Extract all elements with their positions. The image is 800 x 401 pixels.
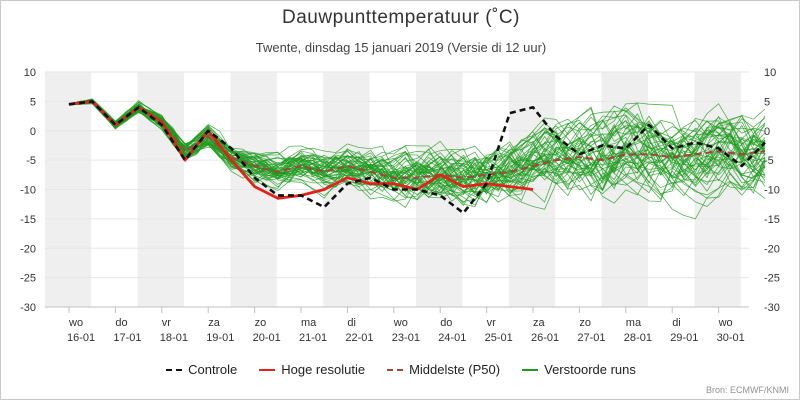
ensemble-run-line xyxy=(68,101,766,178)
x-tick-date: 30-01 xyxy=(717,332,745,344)
ensemble-run-line xyxy=(68,100,766,189)
credits-text[interactable]: Bron: ECMWF/KNMI xyxy=(705,385,789,395)
x-tick-day: ma xyxy=(301,317,317,329)
y-tick-label-right: -25 xyxy=(764,273,780,285)
legend-label-hoge-resolutie: Hoge resolutie xyxy=(281,362,366,377)
x-tick-date: 19-01 xyxy=(206,332,234,344)
legend-swatch-hoge-resolutie xyxy=(259,368,276,371)
x-tick-day: do xyxy=(440,317,452,329)
y-tick-label-left: -25 xyxy=(20,273,36,285)
x-tick-day: ma xyxy=(626,317,642,329)
ensemble-run-line xyxy=(68,102,766,210)
y-tick-label-left: -30 xyxy=(20,302,36,314)
y-tick-label-right: -20 xyxy=(764,243,780,255)
legend-swatch-controle xyxy=(166,368,183,371)
y-tick-label-right: 10 xyxy=(764,67,776,79)
x-tick-day: za xyxy=(533,317,546,329)
x-tick-day: do xyxy=(115,317,127,329)
main-series xyxy=(68,100,766,215)
x-tick-day: vr xyxy=(162,317,172,329)
y-tick-label-right: -10 xyxy=(764,185,780,197)
x-axis: wo 16-01 do 17-01 vr 18-01 za 19-01 zo 20-01 ma 21-… xyxy=(45,306,749,344)
y-tick-label-right: -15 xyxy=(764,214,780,226)
y-tick-label-left: 5 xyxy=(30,96,36,108)
legend-label-controle: Controle xyxy=(188,362,238,377)
y-tick-label-right: -30 xyxy=(764,302,780,314)
series-line-middelste-p50-[interactable] xyxy=(68,100,766,179)
legend-item-middelste[interactable]: Middelste (P50) xyxy=(387,362,500,377)
y-tick-label-left: -5 xyxy=(26,155,36,167)
x-tick-date: 22-01 xyxy=(345,332,373,344)
y-axis-right: 10 5 0 -5 -10 -15 -20 -25 -30 xyxy=(764,67,780,314)
x-tick-date: 16-01 xyxy=(67,332,95,344)
x-tick-day: za xyxy=(208,317,221,329)
x-tick-day: zo xyxy=(255,317,267,329)
y-tick-label-left: -20 xyxy=(20,243,36,255)
chart-legend: Controle Hoge resolutie Middelste (P50) … xyxy=(1,362,800,377)
y-tick-label-left: -10 xyxy=(20,185,36,197)
y-tick-label-left: -15 xyxy=(20,214,36,226)
x-tick-date: 28-01 xyxy=(624,332,652,344)
x-tick-day: wo xyxy=(393,317,408,329)
legend-label-middelste: Middelste (P50) xyxy=(409,362,501,377)
y-tick-label-left: 10 xyxy=(24,67,36,79)
ensemble-run-line xyxy=(68,101,766,202)
y-tick-label-right: -5 xyxy=(764,155,774,167)
ensemble-run-line xyxy=(68,101,766,192)
x-tick-day: wo xyxy=(718,317,733,329)
ensemble-run-line xyxy=(68,100,766,202)
y-tick-label-right: 5 xyxy=(764,96,770,108)
x-tick-day: vr xyxy=(487,317,497,329)
x-tick-date: 29-01 xyxy=(670,332,698,344)
ensemble-run-line xyxy=(68,98,766,199)
x-tick-date: 21-01 xyxy=(299,332,327,344)
legend-swatch-verstoorde-runs xyxy=(522,368,539,371)
y-tick-label-left: 0 xyxy=(30,126,36,138)
legend-item-controle[interactable]: Controle xyxy=(166,362,237,377)
x-tick-day: di xyxy=(347,317,356,329)
x-tick-date: 24-01 xyxy=(438,332,466,344)
chart-title: Dauwpunttemperatuur (˚C) xyxy=(282,7,520,28)
ensemble-run-line xyxy=(68,99,766,193)
x-tick-date: 18-01 xyxy=(160,332,188,344)
y-tick-label-right: 0 xyxy=(764,126,770,138)
legend-item-verstoorde-runs[interactable]: Verstoorde runs xyxy=(522,362,636,377)
x-tick-date: 17-01 xyxy=(113,332,141,344)
legend-swatch-middelste xyxy=(387,368,404,371)
legend-label-verstoorde-runs: Verstoorde runs xyxy=(544,362,636,377)
y-axis-left: 10 5 0 -5 -10 -15 -20 -25 -30 xyxy=(20,67,36,314)
x-tick-date: 27-01 xyxy=(577,332,605,344)
chart-subtitle: Twente, dinsdag 15 januari 2019 (Versie … xyxy=(255,40,547,55)
x-tick-day: di xyxy=(672,317,681,329)
x-tick-date: 20-01 xyxy=(253,332,281,344)
legend-item-hoge-resolutie[interactable]: Hoge resolutie xyxy=(259,362,365,377)
ensemble-run-line xyxy=(68,102,766,183)
x-tick-date: 23-01 xyxy=(392,332,420,344)
series-line-controle[interactable] xyxy=(68,100,766,215)
x-tick-date: 26-01 xyxy=(531,332,559,344)
x-tick-day: zo xyxy=(579,317,591,329)
x-tick-day: wo xyxy=(68,317,83,329)
x-tick-date: 25-01 xyxy=(485,332,513,344)
